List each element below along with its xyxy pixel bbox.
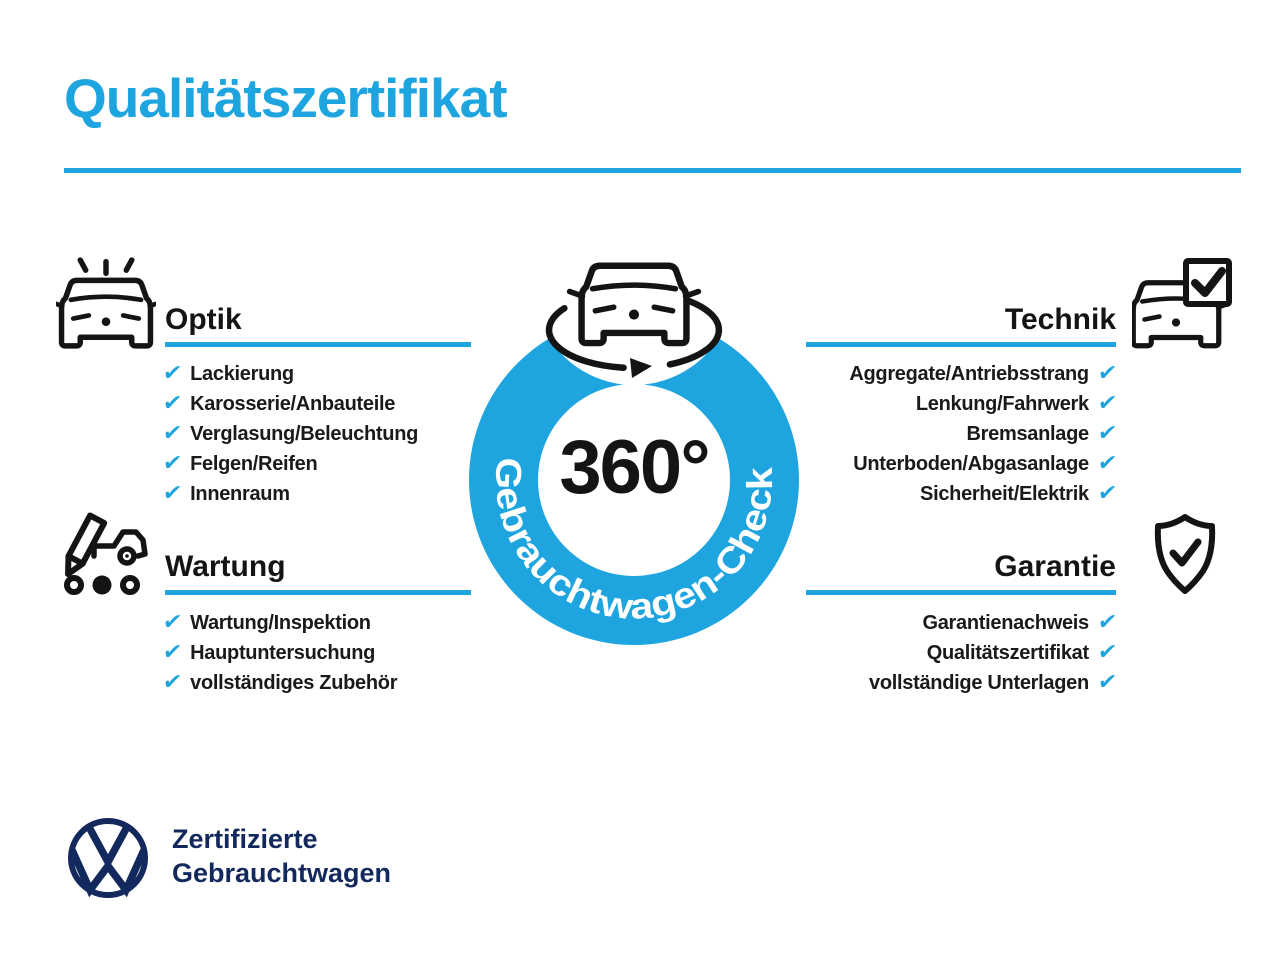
checklist-technik: Aggregate/Antriebsstrang ✔ Lenkung/Fahrwe…	[806, 359, 1118, 509]
list-item: Garantienachweis ✔	[806, 608, 1118, 638]
section-title-garantie: Garantie	[994, 550, 1116, 583]
van-shape	[91, 529, 148, 566]
item-label: Verglasung/Beleuchtung	[190, 422, 419, 445]
item-label: vollständiges Zubehör	[190, 671, 398, 694]
badge-ring	[469, 315, 799, 645]
section-wartung: Wartung ✔ Wartung/Inspektion ✔ Hauptunters…	[56, 505, 476, 725]
section-garantie: Garantie Garantienachweis ✔ Qualitätszert…	[806, 505, 1236, 725]
sparkle-rays	[77, 257, 135, 277]
list-item: ✔ Felgen/Reifen	[161, 449, 418, 479]
section-title-wartung: Wartung	[165, 550, 286, 583]
item-label: Aggregate/Antriebsstrang	[849, 362, 1089, 385]
rotation-arrow-icon	[545, 293, 723, 378]
section-title-optik: Optik	[165, 303, 242, 336]
check-icon: ✔	[1096, 451, 1118, 476]
item-label: Sicherheit/Elektrik	[920, 482, 1089, 505]
dot	[120, 575, 140, 595]
list-item: ✔ vollständiges Zubehör	[161, 668, 398, 698]
brand-line-1: Zertifizierte	[172, 824, 318, 854]
check-icon: ✔	[161, 361, 183, 386]
item-label: Wartung/Inspektion	[190, 611, 371, 634]
car-checkbox-icon	[1132, 258, 1232, 349]
dot	[92, 575, 112, 595]
list-item: Aggregate/Antriebsstrang ✔	[806, 359, 1118, 389]
shield-check-icon	[1154, 514, 1216, 594]
list-item: ✔ Wartung/Inspektion	[161, 608, 397, 638]
item-label: Innenraum	[190, 482, 290, 505]
list-item: vollständige Unterlagen ✔	[806, 668, 1118, 698]
check-icon: ✔	[1096, 640, 1118, 665]
section-underline	[806, 590, 1116, 595]
section-optik: Optik ✔ Lackierung ✔ Karosserie/Anbauteile…	[56, 255, 476, 506]
item-label: Bremsanlage	[966, 422, 1090, 445]
list-item: ✔ Verglasung/Beleuchtung	[161, 419, 419, 449]
list-item: ✔ Karosserie/Anbauteile	[161, 389, 418, 419]
item-label: Lackierung	[190, 362, 294, 385]
badge-value: 360°	[559, 425, 708, 510]
check-icon: ✔	[161, 610, 183, 635]
pencil-shape	[65, 512, 108, 578]
checklist-garantie: Garantienachweis ✔ Qualitätszertifikat ✔ v…	[806, 608, 1118, 698]
vw-logo-ring	[68, 818, 148, 898]
vw-logo	[68, 818, 148, 898]
item-label: Qualitätszertifikat	[926, 641, 1089, 664]
car-360-icon	[566, 262, 702, 347]
list-item: Unterboden/Abgasanlage ✔	[806, 449, 1118, 479]
page-title: Qualitätszertifikat	[64, 67, 508, 129]
checklist-wartung: ✔ Wartung/Inspektion ✔ Hauptuntersuchung ✔…	[161, 608, 398, 698]
item-label: vollständige Unterlagen	[869, 671, 1089, 694]
check-icon: ✔	[1096, 610, 1118, 635]
check-icon: ✔	[1096, 421, 1118, 446]
item-label: Hauptuntersuchung	[190, 641, 376, 664]
item-label: Unterboden/Abgasanlage	[853, 452, 1089, 475]
check-icon: ✔	[161, 391, 183, 416]
check-icon: ✔	[161, 421, 183, 446]
title-divider	[64, 168, 1241, 173]
item-label: Lenkung/Fahrwerk	[915, 392, 1089, 415]
arrow-head	[630, 358, 652, 378]
vw-logo-v	[85, 825, 131, 870]
item-label: Felgen/Reifen	[190, 452, 318, 475]
maintenance-pencil-car-icon	[64, 512, 148, 595]
shiny-car-icon	[56, 257, 156, 349]
check-icon: ✔	[161, 670, 183, 695]
section-underline	[165, 590, 471, 595]
check-icon: ✔	[1096, 670, 1118, 695]
checklist-optik: ✔ Lackierung ✔ Karosserie/Anbauteile ✔ Verg…	[161, 359, 419, 509]
check-icon: ✔	[161, 640, 183, 665]
list-item: Sicherheit/Elektrik ✔	[806, 479, 1118, 509]
list-item: ✔ Lackierung	[161, 359, 418, 389]
badge-360-check: Gebrauchtwagen-Check 360°	[469, 252, 799, 645]
section-title-technik: Technik	[1004, 303, 1116, 336]
check-icon: ✔	[161, 451, 183, 476]
brand-line-2: Gebrauchtwagen	[172, 858, 392, 888]
dot	[64, 575, 84, 595]
section-underline	[165, 342, 471, 347]
item-label: Karosserie/Anbauteile	[190, 392, 396, 415]
check-icon: ✔	[1096, 391, 1118, 416]
list-item: ✔ Hauptuntersuchung	[161, 638, 397, 668]
check-icon: ✔	[161, 481, 183, 506]
check-icon: ✔	[1096, 481, 1118, 506]
list-item: Lenkung/Fahrwerk ✔	[806, 389, 1118, 419]
list-item: ✔ Innenraum	[161, 479, 418, 509]
section-underline	[806, 342, 1116, 347]
list-item: Bremsanlage ✔	[806, 419, 1118, 449]
check-icon: ✔	[1096, 361, 1118, 386]
vw-logo-w	[68, 848, 148, 898]
brand-name: Zertifizierte Gebrauchtwagen	[172, 822, 391, 890]
item-label: Garantienachweis	[922, 611, 1089, 634]
checkbox-check	[1191, 267, 1226, 297]
list-item: Qualitätszertifikat ✔	[806, 638, 1118, 668]
section-technik: Technik Aggregate/Antriebsstrang ✔ Lenkun…	[806, 255, 1236, 506]
